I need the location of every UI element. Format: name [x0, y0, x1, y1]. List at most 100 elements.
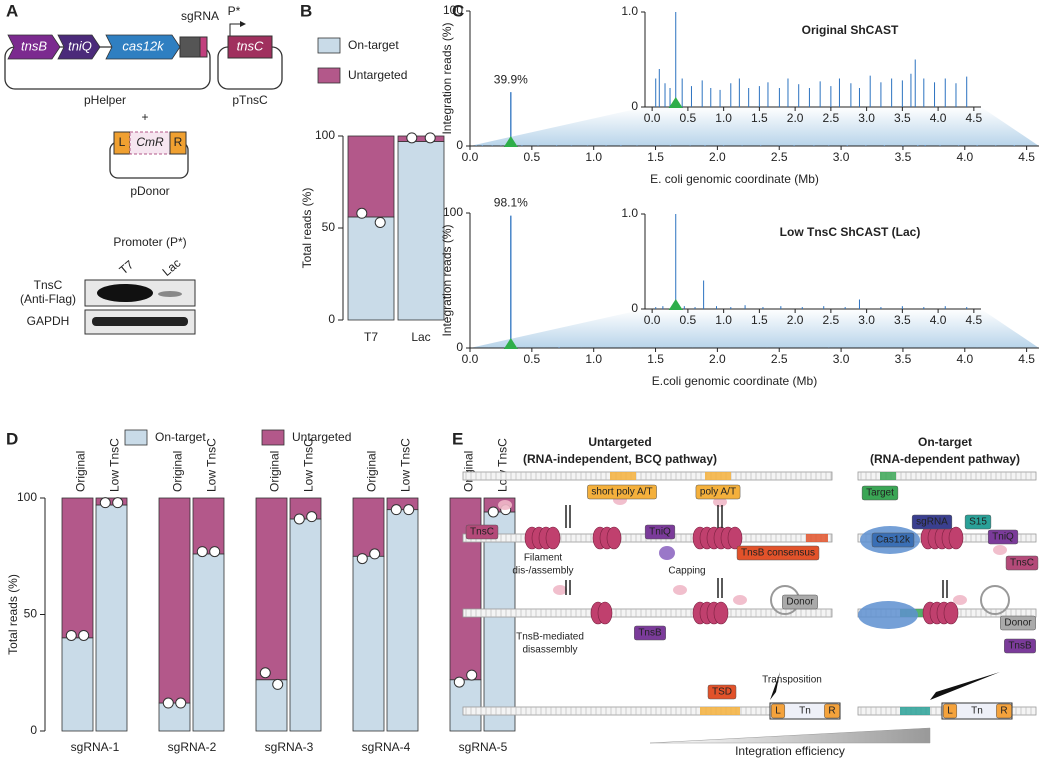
x-tick-label: 0.0: [462, 352, 479, 366]
x-tick-label: 2.0: [709, 352, 726, 366]
x-axis-label: E.coli genomic coordinate (Mb): [652, 374, 817, 388]
free-tnsc: [733, 595, 747, 605]
box-label: R: [828, 706, 835, 717]
diagram-text: Capping: [668, 566, 705, 577]
bar-segment: [255, 497, 288, 681]
legend-label: Untargeted: [348, 68, 407, 82]
inset-x-tick-label: 0.0: [644, 313, 661, 327]
shape: [57, 34, 101, 60]
target-marker: [503, 136, 518, 147]
label-box: [1000, 615, 1036, 631]
bar-segment: [95, 497, 128, 506]
y-tick-label: 50: [24, 607, 38, 621]
box-label: Donor: [786, 597, 814, 608]
legend-label: Untargeted: [292, 430, 351, 444]
replicate-point: [65, 629, 77, 641]
bar-segment: [95, 504, 128, 732]
zoom-area: [470, 107, 1039, 146]
bar-segment: [352, 555, 385, 732]
category-label: Original: [268, 451, 282, 492]
target-marker: [668, 299, 683, 310]
shape: [7, 34, 61, 60]
promoter-label: P*: [228, 4, 241, 18]
bar-segment: [397, 135, 445, 142]
y-tick-label: 100: [315, 128, 335, 142]
diagram-text: Integration efficiency: [735, 744, 845, 758]
panel-label: E: [452, 429, 463, 448]
dna-site: [610, 472, 636, 480]
box-label: L: [775, 706, 781, 717]
bar-segment: [386, 509, 419, 732]
bar-segment: [192, 553, 225, 732]
x-tick-label: 0.5: [524, 150, 541, 164]
shape: [105, 34, 181, 60]
replicate-point: [390, 504, 402, 516]
y-tick-label: 0: [456, 138, 463, 152]
inset-x-tick-label: 3.0: [858, 111, 875, 125]
box-label: TniQ: [649, 527, 671, 538]
category-label: Original: [171, 451, 185, 492]
inset-x-tick-label: 0.5: [680, 313, 697, 327]
y-axis-label: Total reads (%): [6, 574, 20, 655]
category-label: Low TnsC: [108, 438, 122, 492]
replicate-point: [175, 697, 187, 709]
cas12k: [858, 601, 918, 629]
bar-segment: [61, 637, 94, 732]
bar-segment: [347, 135, 395, 218]
label-box: [707, 684, 737, 700]
legend-label: On-target: [348, 38, 399, 52]
label-box: [911, 514, 953, 530]
box-label: TSD: [712, 687, 732, 698]
bar-segment: [255, 679, 288, 732]
target-marker: [668, 97, 683, 108]
lane-label: Lac: [160, 256, 184, 279]
blot-row: GAPDH: [27, 314, 70, 328]
bar-segment: [289, 518, 322, 732]
y-tick-label: 100: [17, 490, 37, 504]
pathway-title: (RNA-independent, BCQ pathway): [523, 452, 717, 466]
x-axis-label: E. coli genomic coordinate (Mb): [650, 172, 819, 186]
bar-segment: [449, 679, 482, 732]
pathway-title: (RNA-dependent pathway): [870, 452, 1020, 466]
label-box: [987, 529, 1019, 545]
inset-x-tick-label: 4.0: [930, 313, 947, 327]
label-box: [770, 703, 786, 719]
inset-y-tick-label: 1.0: [621, 4, 638, 18]
label-box: [861, 485, 899, 501]
box-label: R: [1000, 706, 1007, 717]
diagram-text: disassembly: [522, 645, 577, 656]
shape: [97, 284, 153, 302]
plasmid-name: pDonor: [130, 184, 169, 198]
x-tick-label: 4.5: [1018, 352, 1035, 366]
inset-x-tick-label: 1.0: [715, 111, 732, 125]
dna-site: [900, 707, 930, 715]
protein: [545, 526, 561, 550]
gene-label: tniQ: [68, 38, 92, 53]
replicate-point: [466, 669, 478, 681]
legend-swatch: [317, 37, 341, 54]
free-tnsc: [553, 585, 567, 595]
panel-label: D: [6, 429, 18, 448]
group-label: sgRNA-3: [265, 740, 314, 754]
dna-site: [880, 472, 896, 480]
replicate-point: [162, 697, 174, 709]
legend-label: On-target: [155, 430, 206, 444]
diagram-text: Filament: [524, 553, 563, 564]
free-tnsc: [673, 585, 687, 595]
x-tick-label: 1.5: [647, 352, 664, 366]
replicate-point: [112, 497, 124, 509]
zoom-area: [470, 309, 1039, 348]
shape: [158, 291, 182, 297]
x-tick-label: 1.0: [585, 150, 602, 164]
label-box: [964, 514, 992, 530]
gene-label: tnsB: [21, 38, 47, 53]
bar-segment: [192, 497, 225, 555]
replicate-point: [487, 506, 499, 518]
group-label: sgRNA-1: [71, 740, 120, 754]
y-tick-label: 0: [456, 340, 463, 354]
replicate-point: [306, 511, 318, 523]
inset-x-tick-label: 4.5: [966, 313, 983, 327]
dna-site: [700, 707, 740, 715]
inset-x-tick-label: 2.0: [787, 313, 804, 327]
replicate-point: [196, 546, 208, 558]
